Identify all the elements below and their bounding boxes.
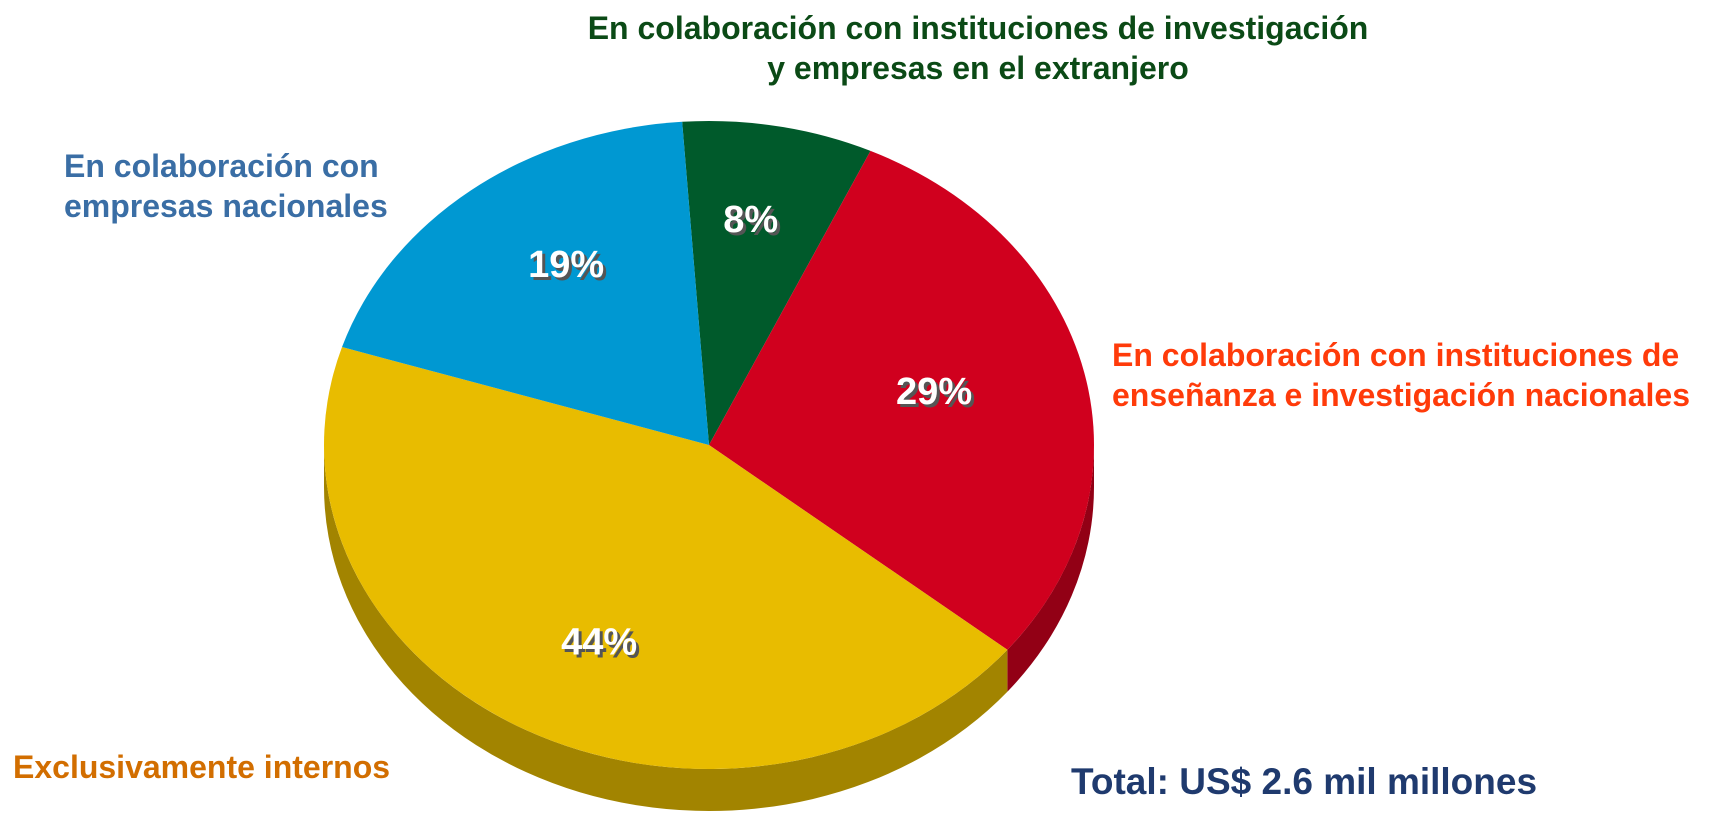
category-label: En colaboración con instituciones de ens… [1112, 337, 1690, 413]
value-label-shadow: 44% [564, 625, 640, 667]
pie-slice [709, 150, 1095, 650]
value-label: 44% [561, 622, 637, 664]
category-label: Exclusivamente internos [13, 749, 391, 785]
total-annotation: Total: US$ 2.6 mil millones [1071, 761, 1538, 802]
value-label: 19% [528, 244, 604, 286]
value-label: 29% [896, 371, 972, 413]
value-label: 8% [723, 199, 778, 241]
pie-slice [682, 120, 871, 445]
value-label-shadow: 19% [531, 247, 607, 289]
slice-side [324, 445, 1008, 811]
pie-slice [342, 121, 709, 445]
value-label-shadow: 29% [899, 374, 975, 416]
slice-side [1007, 445, 1094, 692]
category-label: En colaboración con instituciones de inv… [587, 10, 1369, 86]
value-label-shadow: 8% [726, 202, 781, 244]
pie-slice [324, 347, 1008, 769]
category-label: En colaboración con empresas nacionales [64, 148, 388, 224]
